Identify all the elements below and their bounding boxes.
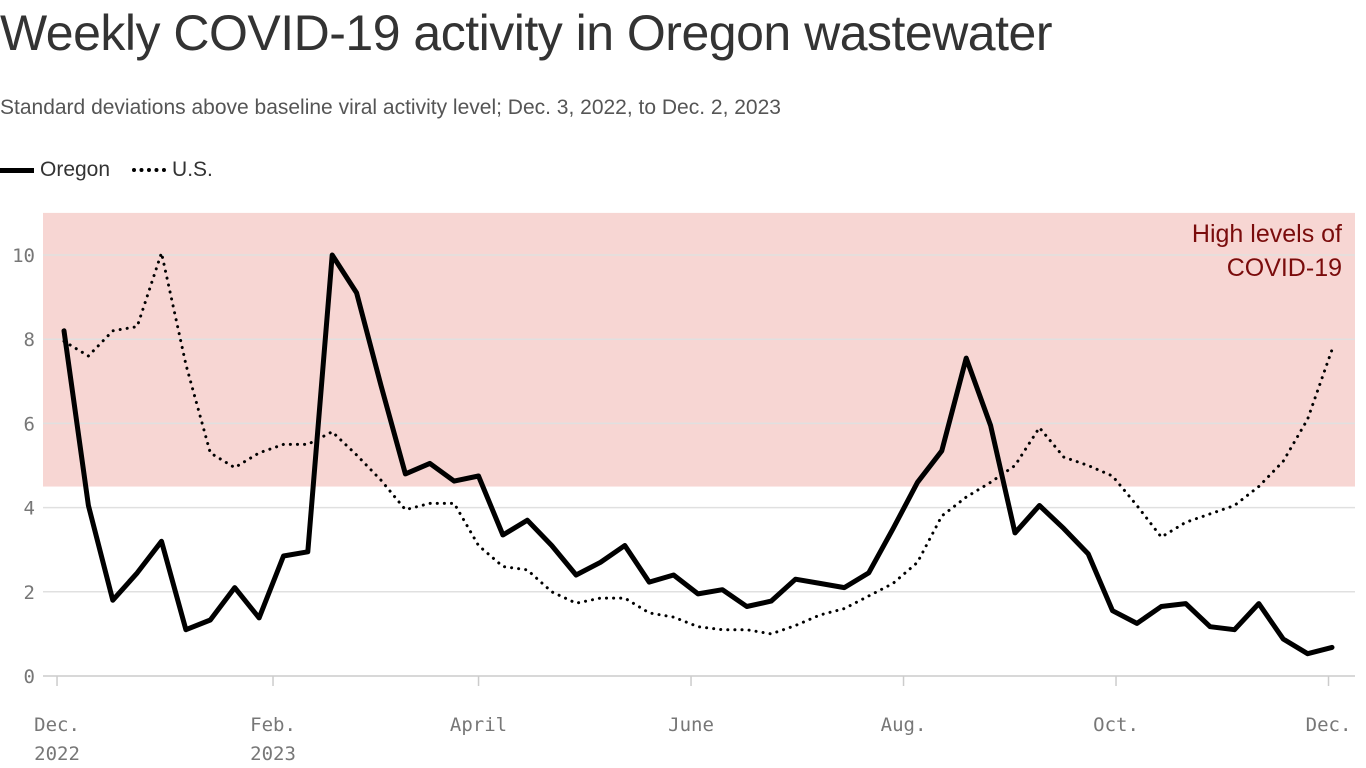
y-tick-label: 4 [24, 498, 35, 520]
legend-label: U.S. [172, 158, 213, 181]
x-tick-label: 2022 [34, 743, 80, 765]
high-level-band [43, 212, 1355, 487]
x-tick-label: 2023 [250, 743, 296, 765]
x-tick-label: Dec. [1306, 714, 1352, 736]
x-tick-label: June [668, 714, 714, 736]
x-tick-label: Oct. [1093, 714, 1139, 736]
legend-item-us: U.S. [132, 158, 213, 182]
x-tick-label: Feb. [250, 714, 296, 736]
solid-line-swatch-icon [0, 167, 34, 173]
y-tick-label: 2 [24, 582, 35, 604]
y-tick-label: 6 [24, 413, 35, 435]
chart-subtitle: Standard deviations above baseline viral… [0, 96, 781, 119]
high-levels-annotation: COVID-19 [1227, 254, 1342, 282]
high-levels-annotation: High levels of [1192, 220, 1342, 248]
y-tick-label: 8 [24, 329, 35, 351]
legend: Oregon U.S. [0, 158, 235, 182]
legend-label: Oregon [40, 158, 111, 181]
y-tick-label: 10 [12, 245, 35, 267]
legend-item-oregon: Oregon [0, 158, 110, 182]
x-tick-label: Dec. [34, 714, 80, 736]
series-line-us [62, 251, 1334, 636]
x-tick-label: April [450, 714, 507, 736]
chart-title: Weekly COVID-19 activity in Oregon waste… [0, 5, 1052, 61]
y-tick-label: 0 [24, 666, 35, 688]
series-line-oregon [61, 252, 1335, 657]
dotted-line-swatch-icon [132, 168, 167, 172]
x-tick-label: Aug. [881, 714, 927, 736]
